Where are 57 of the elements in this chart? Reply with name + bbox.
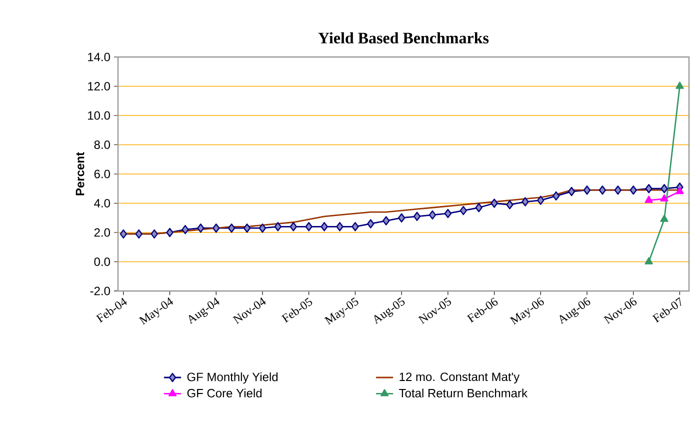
y-tick-label: 6.0 <box>94 170 110 178</box>
point <box>568 186 576 196</box>
point <box>475 203 482 212</box>
point <box>598 185 606 195</box>
point <box>413 212 421 221</box>
point <box>583 185 591 195</box>
y-tick-label: 8.0 <box>94 140 110 149</box>
y-axis-title: Percent <box>76 152 84 196</box>
point <box>552 191 560 201</box>
point <box>197 224 204 233</box>
point <box>150 229 158 239</box>
point <box>258 224 266 233</box>
point <box>660 214 668 222</box>
point <box>676 82 684 89</box>
point <box>243 224 251 233</box>
point <box>644 257 653 264</box>
point <box>614 185 622 195</box>
y-tick-label: 0.0 <box>94 257 110 266</box>
y-tick-label: 4.0 <box>94 198 110 208</box>
point <box>336 222 344 232</box>
y-tick-label: 14.0 <box>88 52 110 62</box>
legend-label: Total Return Benchmark <box>399 388 528 398</box>
point <box>660 194 668 202</box>
chart-title: Yield Based Benchmarks <box>318 32 489 44</box>
point <box>274 222 282 232</box>
point <box>290 222 297 232</box>
point <box>676 186 684 194</box>
point <box>120 229 128 239</box>
point <box>460 206 467 216</box>
y-tick-label: 10.0 <box>88 111 110 120</box>
legend-label: GF Core Yield <box>187 388 262 398</box>
point <box>212 224 220 233</box>
y-tick-label: 12.0 <box>88 82 110 90</box>
point <box>382 216 390 226</box>
point <box>135 229 142 239</box>
point <box>630 185 637 195</box>
point <box>444 208 452 218</box>
point <box>398 213 406 222</box>
point <box>320 222 328 232</box>
y-tick-label: -2.0 <box>90 286 110 296</box>
legend-label: GF Monthly Yield <box>187 372 278 384</box>
point <box>645 184 652 194</box>
point <box>166 228 174 238</box>
point <box>352 222 359 232</box>
point <box>506 200 514 210</box>
point <box>428 210 436 220</box>
y-tick-label: 2.0 <box>94 228 110 237</box>
point <box>522 197 529 206</box>
point <box>305 222 312 232</box>
point <box>537 196 544 205</box>
point <box>660 184 668 194</box>
point <box>644 196 653 203</box>
legend-label: 12 mo. Constant Mat'y <box>400 372 520 384</box>
point <box>228 224 236 233</box>
point <box>490 198 498 208</box>
point <box>367 219 374 228</box>
point <box>182 224 189 234</box>
